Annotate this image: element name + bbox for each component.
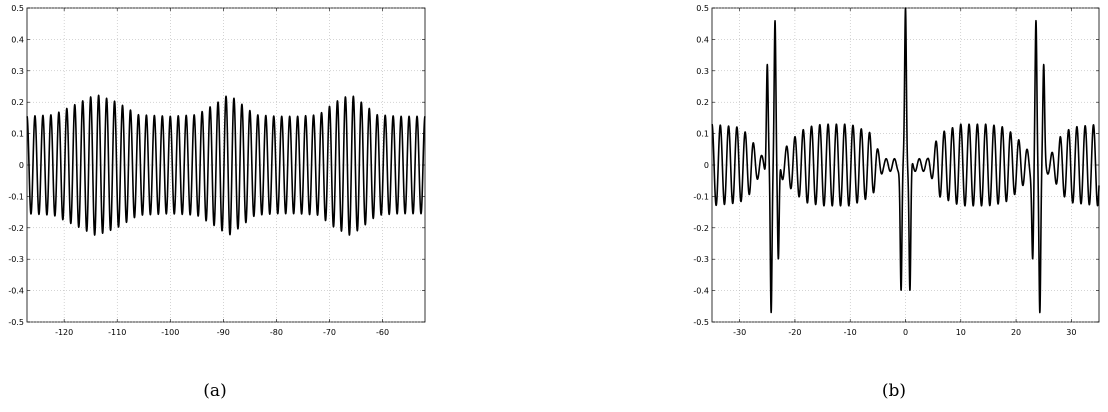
x-tick-label: -90	[217, 328, 230, 337]
y-tick-label: 0.3	[696, 67, 709, 76]
x-tick-label: 20	[1011, 328, 1021, 337]
y-tick-label: 0	[19, 161, 24, 170]
y-tick-label: 0	[704, 161, 709, 170]
x-tick-label: 10	[956, 328, 966, 337]
x-tick-label: -10	[844, 328, 857, 337]
y-tick-label: 0.4	[696, 35, 709, 44]
chart-caption: (b)	[882, 381, 906, 401]
y-tick-label: 0.1	[696, 130, 709, 139]
y-tick-label: -0.2	[8, 224, 24, 233]
chart-b: 0.5 0.4 0.3 0.2 0.1 0 -0.1 -0.2 -0.3 -0.4 -0.5 -30 -…	[693, 4, 1099, 401]
y-tick-label: 0.5	[696, 4, 709, 13]
x-tick-label: 30	[1066, 328, 1076, 337]
y-tick-label: 0.1	[11, 130, 24, 139]
y-tick-label: -0.3	[8, 255, 24, 264]
x-tick-label: -20	[788, 328, 801, 337]
y-tick-label: 0.2	[11, 98, 24, 107]
y-tick-label: -0.1	[8, 192, 24, 201]
x-tick-label: -30	[733, 328, 746, 337]
y-tick-label: 0.4	[11, 35, 24, 44]
y-tick-label: -0.2	[693, 224, 709, 233]
x-tick-label: -120	[55, 328, 73, 337]
y-tick-label: -0.1	[693, 192, 709, 201]
x-tick-label: -110	[108, 328, 126, 337]
x-tick-label: -100	[161, 328, 179, 337]
x-tick-label: -70	[323, 328, 336, 337]
y-tick-label: -0.5	[693, 318, 709, 327]
y-tick-label: 0.3	[11, 67, 24, 76]
y-tick-label: -0.4	[8, 287, 24, 296]
y-tick-label: -0.4	[693, 287, 709, 296]
x-tick-label: -60	[376, 328, 389, 337]
y-tick-label: -0.3	[693, 255, 709, 264]
y-tick-label: 0.5	[11, 4, 24, 13]
chart-caption: (a)	[203, 381, 226, 401]
y-tick-label: 0.2	[696, 98, 709, 107]
x-tick-label: 0	[903, 328, 908, 337]
chart-a: 0.5 0.4 0.3 0.2 0.1 0 -0.1 -0.2 -0.3 -0.4 -0.5 -120…	[8, 4, 425, 401]
x-tick-label: -80	[270, 328, 283, 337]
y-tick-label: -0.5	[8, 318, 24, 327]
